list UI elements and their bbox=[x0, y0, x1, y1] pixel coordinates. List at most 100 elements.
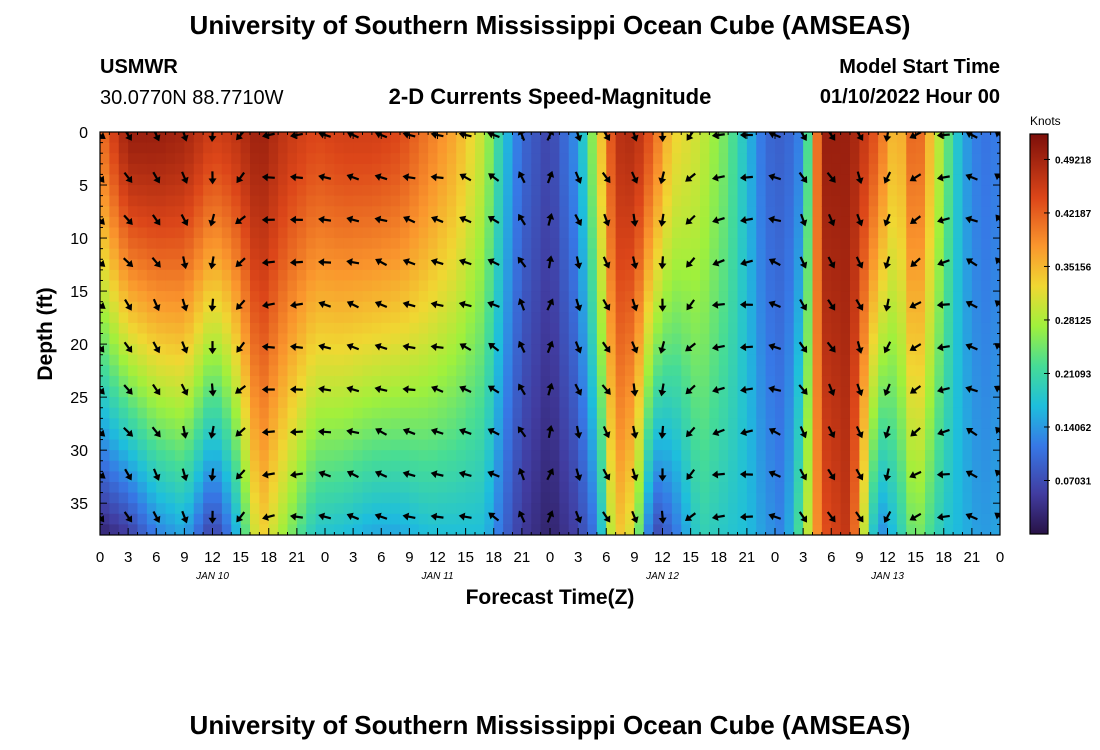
heatmap-cell bbox=[953, 322, 964, 335]
heatmap-cell bbox=[700, 269, 710, 282]
heatmap-cell bbox=[503, 386, 514, 398]
heatmap-cell bbox=[287, 195, 298, 207]
heatmap-cell bbox=[596, 206, 607, 218]
heatmap-cell bbox=[925, 216, 935, 229]
heatmap-cell bbox=[850, 481, 860, 494]
heatmap-cell bbox=[175, 195, 185, 207]
heatmap-cell bbox=[381, 354, 392, 366]
heatmap-cell bbox=[925, 269, 935, 282]
heatmap-cell bbox=[737, 301, 748, 313]
heatmap-cell bbox=[165, 439, 176, 451]
heatmap-cell bbox=[784, 386, 795, 398]
heatmap-cell bbox=[184, 185, 195, 197]
heatmap-cell bbox=[212, 248, 223, 260]
heatmap-cell bbox=[278, 428, 289, 441]
heatmap-cell bbox=[821, 524, 832, 535]
heatmap-cell bbox=[456, 174, 467, 186]
heatmap-cell bbox=[756, 195, 767, 207]
heatmap-cell bbox=[840, 216, 851, 229]
heatmap-cell bbox=[887, 365, 898, 377]
heatmap-cell bbox=[268, 132, 279, 144]
heatmap-cell bbox=[625, 195, 635, 207]
heatmap-cell bbox=[409, 238, 420, 250]
heatmap-cell bbox=[859, 301, 870, 313]
heatmap-cell bbox=[137, 481, 148, 494]
heatmap-cell bbox=[353, 439, 364, 451]
heatmap-cell bbox=[390, 163, 401, 176]
heatmap-cell bbox=[353, 227, 364, 239]
heatmap-cell bbox=[568, 185, 579, 197]
heatmap-cell bbox=[934, 174, 945, 186]
heatmap-cell bbox=[643, 132, 654, 144]
current-vector-arrow bbox=[289, 427, 303, 436]
heatmap-cell bbox=[653, 513, 664, 525]
heatmap-cell bbox=[325, 481, 335, 494]
heatmap-cell bbox=[118, 216, 129, 229]
heatmap-cell bbox=[465, 407, 476, 419]
heatmap-cell bbox=[503, 460, 514, 472]
heatmap-cell bbox=[118, 301, 129, 313]
heatmap-cell bbox=[165, 333, 176, 345]
heatmap-cell bbox=[962, 354, 973, 366]
heatmap-cell bbox=[990, 450, 1000, 462]
heatmap-cell bbox=[315, 174, 326, 186]
heatmap-cell bbox=[821, 269, 832, 282]
heatmap-cell bbox=[278, 524, 289, 535]
heatmap-cell bbox=[859, 312, 870, 324]
heatmap-cell bbox=[446, 428, 457, 441]
heatmap-cell bbox=[709, 450, 720, 462]
heatmap-cell bbox=[718, 163, 729, 176]
heatmap-cell bbox=[446, 132, 457, 144]
heatmap-cell bbox=[821, 142, 832, 154]
heatmap-cell bbox=[868, 280, 879, 292]
heatmap-cell bbox=[268, 450, 279, 462]
heatmap-cell bbox=[700, 153, 710, 165]
heatmap-cell bbox=[503, 471, 514, 483]
heatmap-cell bbox=[221, 333, 232, 345]
heatmap-cell bbox=[587, 216, 598, 229]
heatmap-cell bbox=[231, 439, 242, 451]
current-vector-arrow bbox=[374, 385, 388, 394]
heatmap-cell bbox=[325, 259, 335, 271]
heatmap-cell bbox=[625, 333, 635, 345]
heatmap-cell bbox=[615, 195, 626, 207]
heatmap-cell bbox=[700, 195, 710, 207]
heatmap-cell bbox=[268, 407, 279, 419]
heatmap-cell bbox=[250, 301, 260, 313]
colorbar-tick-label: 0.21093 bbox=[1055, 369, 1092, 380]
heatmap-cell bbox=[203, 227, 214, 239]
heatmap-cell bbox=[334, 195, 345, 207]
heatmap-cell bbox=[803, 386, 814, 398]
heatmap-cell bbox=[896, 428, 907, 441]
heatmap-cell bbox=[400, 238, 410, 250]
heatmap-cell bbox=[925, 354, 935, 366]
heatmap-cell bbox=[578, 524, 589, 535]
current-vector-arrow bbox=[966, 427, 978, 437]
heatmap-cell bbox=[493, 354, 504, 366]
heatmap-cell bbox=[353, 163, 364, 176]
heatmap-cell bbox=[756, 312, 767, 324]
heatmap-cell bbox=[353, 354, 364, 366]
heatmap-cell bbox=[578, 450, 589, 462]
heatmap-cell bbox=[531, 238, 542, 250]
heatmap-cell bbox=[971, 439, 982, 451]
heatmap-cell bbox=[690, 524, 701, 535]
heatmap-cell bbox=[193, 206, 204, 218]
heatmap-cell bbox=[643, 471, 654, 483]
heatmap-cell bbox=[118, 460, 129, 472]
heatmap-cell bbox=[540, 142, 551, 154]
heatmap-cell bbox=[737, 481, 748, 494]
heatmap-cell bbox=[390, 238, 401, 250]
heatmap-cell bbox=[934, 513, 945, 525]
heatmap-cell bbox=[681, 269, 692, 282]
heatmap-cell bbox=[596, 333, 607, 345]
heatmap-cell bbox=[221, 301, 232, 313]
heatmap-cell bbox=[990, 238, 1000, 250]
heatmap-cell bbox=[278, 344, 289, 356]
heatmap-cell bbox=[306, 503, 317, 515]
heatmap-cell bbox=[475, 259, 485, 271]
heatmap-cell bbox=[231, 322, 242, 335]
current-vector-arrow bbox=[827, 132, 836, 141]
heatmap-cell bbox=[315, 397, 326, 409]
